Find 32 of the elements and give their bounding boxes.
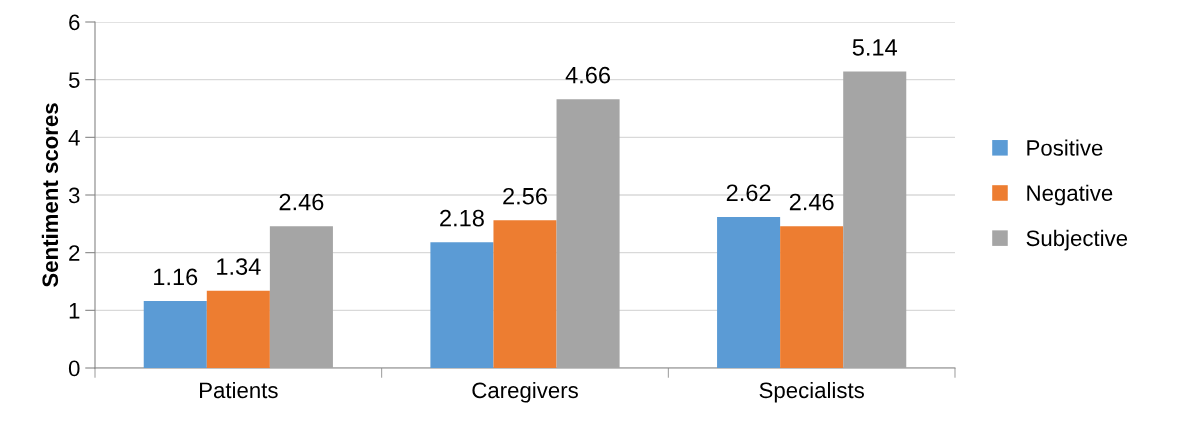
bar [269, 226, 333, 368]
data-label: 1.34 [217, 258, 261, 275]
bar [717, 216, 781, 368]
bar [493, 220, 557, 368]
legend-label: Subjective [1026, 229, 1128, 251]
y-tick-label: 5 [68, 72, 80, 88]
bar [143, 301, 207, 368]
x-tick-label: Patients [200, 381, 278, 399]
data-label: 1.16 [154, 268, 198, 286]
data-label: 4.66 [565, 66, 611, 84]
y-tick-label: 2 [69, 245, 80, 261]
y-tick-label: 4 [68, 130, 80, 146]
legend-label: Positive [1027, 139, 1103, 156]
data-label: 2.56 [503, 187, 547, 205]
bar [206, 290, 270, 368]
bar [843, 71, 907, 368]
y-tick-label: 3 [68, 187, 80, 204]
bar [780, 226, 844, 368]
y-tick-label: 6 [69, 14, 80, 31]
y-tick-label: 0 [68, 360, 80, 377]
x-tick-label: Specialists [759, 381, 864, 403]
y-axis-title: Sentiment scores [41, 103, 59, 287]
data-label: 2.18 [440, 209, 484, 227]
data-label: 2.62 [726, 184, 771, 202]
bar [430, 242, 494, 368]
bar [556, 99, 620, 368]
data-label: 2.46 [789, 193, 834, 211]
data-label: 2.46 [279, 193, 324, 211]
y-tick-label: 1 [69, 303, 80, 319]
legend-label: Negative [1027, 184, 1113, 206]
x-tick-label: Caregivers [472, 381, 578, 403]
data-label: 5.14 [852, 39, 898, 56]
